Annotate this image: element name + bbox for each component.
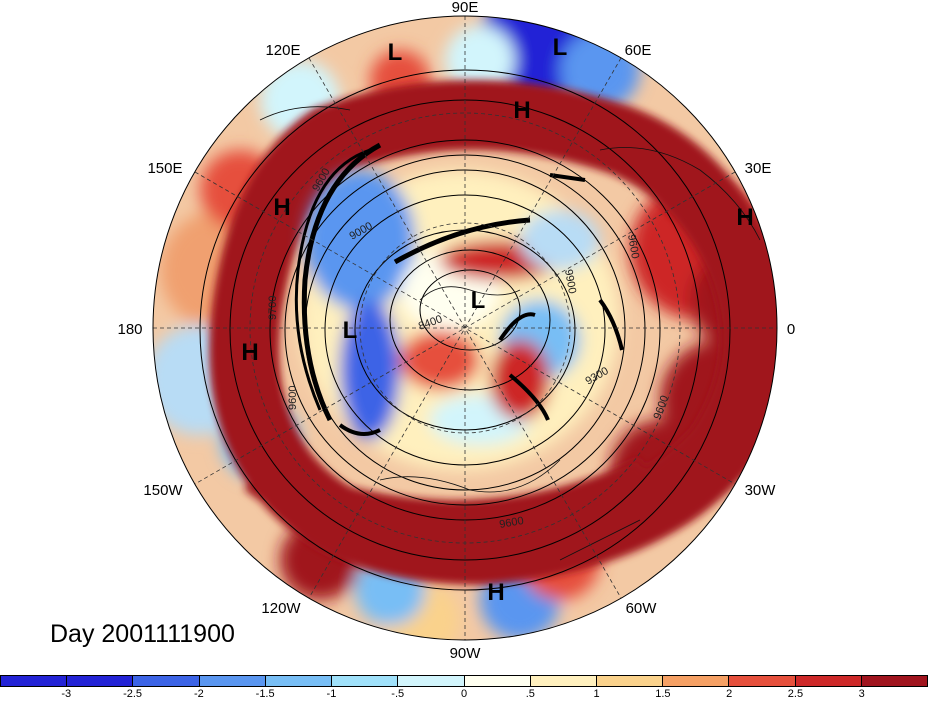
low-pressure-marker: L <box>388 39 403 66</box>
colorbar-tick-label: -3 <box>61 688 71 700</box>
colorbar-segment <box>465 676 531 686</box>
lon-label: 150E <box>147 160 182 177</box>
colorbar-tick-label: .5 <box>526 688 535 700</box>
low-pressure-marker: L <box>343 317 358 344</box>
high-pressure-marker: H <box>273 194 290 221</box>
colorbar-tick-label: 0 <box>461 688 467 700</box>
colorbar-tick-label: -.5 <box>391 688 404 700</box>
lon-label: 60E <box>625 42 652 59</box>
low-pressure-marker: L <box>553 34 568 61</box>
contour-label: 9700 <box>267 296 279 320</box>
day-label: Day 2001111900 <box>50 620 235 649</box>
lon-label: 90W <box>450 645 482 662</box>
contour-label: 9600 <box>287 386 299 410</box>
colorbar-tick-label: 3 <box>859 688 865 700</box>
high-pressure-marker: H <box>241 339 258 366</box>
lon-label: 90E <box>452 0 479 16</box>
colorbar-segment <box>200 676 266 686</box>
lon-label: 150W <box>143 482 183 499</box>
anomaly-field <box>145 0 790 660</box>
lon-label: 120E <box>265 42 300 59</box>
colorbar-segment <box>796 676 862 686</box>
colorbar-tick-label: -2.5 <box>123 688 142 700</box>
colorbar-tick-label: -2 <box>194 688 204 700</box>
colorbar-tick-label: 2 <box>726 688 732 700</box>
high-pressure-marker: H <box>513 97 530 124</box>
colorbar-segment <box>332 676 398 686</box>
colorbar-segment <box>663 676 729 686</box>
colorbar-tick-label: -1.5 <box>256 688 275 700</box>
colorbar-segment <box>133 676 199 686</box>
colorbar-segment <box>597 676 663 686</box>
lon-label: 30W <box>745 482 777 499</box>
colorbar-segment <box>729 676 795 686</box>
lon-label: 180 <box>117 321 142 338</box>
lon-label: 0 <box>787 321 795 338</box>
lon-label: 120W <box>261 600 301 617</box>
colorbar-segment <box>67 676 133 686</box>
high-pressure-marker: H <box>736 204 753 231</box>
colorbar <box>0 675 928 687</box>
colorbar-segment <box>1 676 67 686</box>
colorbar-tick-label: -1 <box>327 688 337 700</box>
colorbar-segment <box>266 676 332 686</box>
colorbar-ticks: -3 -2.5 -2 -1.5 -1 -.5 0 .5 1 1.5 2 2.5 3 <box>0 688 928 702</box>
colorbar-tick-label: 1.5 <box>655 688 670 700</box>
low-pressure-marker: L <box>471 287 486 314</box>
lon-label: 30E <box>745 160 772 177</box>
polar-stereographic-map: 90E 60E 30E 0 30W 60W 90W 120W 150W 180 … <box>0 0 928 702</box>
high-pressure-marker: H <box>487 579 504 606</box>
colorbar-segment <box>531 676 597 686</box>
colorbar-tick-label: 2.5 <box>788 688 803 700</box>
lon-label: 60W <box>626 600 658 617</box>
colorbar-segment <box>398 676 464 686</box>
colorbar-segment <box>862 676 927 686</box>
colorbar-tick-label: 1 <box>594 688 600 700</box>
